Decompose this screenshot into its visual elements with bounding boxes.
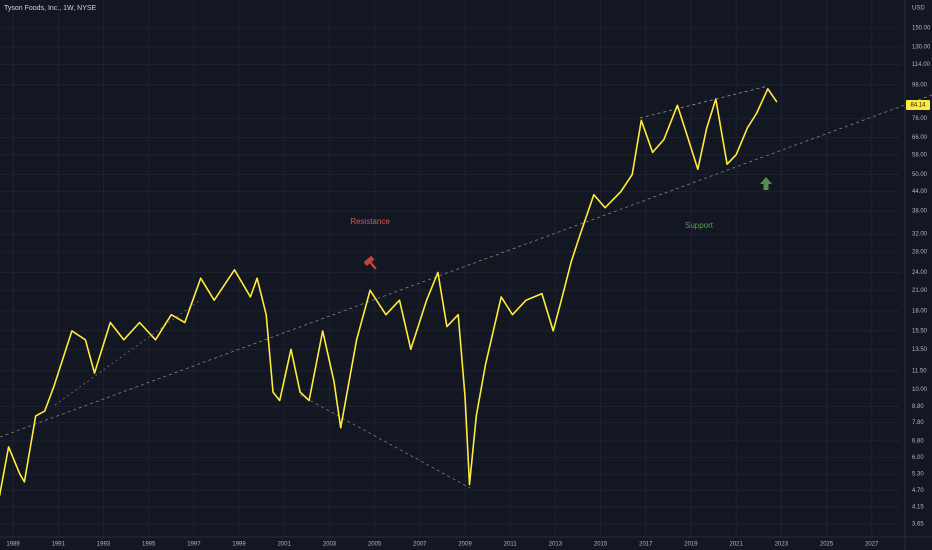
x-tick-label: 2011 — [504, 542, 518, 548]
y-tick-label: 76.00 — [912, 116, 928, 122]
y-tick-label: 44.00 — [912, 189, 928, 195]
price-line — [0, 88, 778, 497]
x-tick-label: 2015 — [594, 542, 608, 548]
y-tick-label: 38.00 — [912, 209, 928, 215]
y-tick-label: 18.00 — [912, 308, 928, 314]
grid — [0, 0, 900, 537]
x-tick-label: 2019 — [684, 542, 698, 548]
chart-title: Tyson Foods, Inc., 1W, NYSE — [4, 5, 97, 12]
y-tick-label: 10.00 — [912, 387, 928, 393]
y-tick-label: 114.00 — [912, 62, 931, 68]
last-price-tag — [906, 100, 930, 111]
x-tick-label: 2023 — [775, 542, 789, 548]
y-tick-label: 7.80 — [912, 420, 924, 426]
x-tick-label: 1995 — [142, 542, 156, 548]
y-tick-label: 8.80 — [912, 404, 924, 410]
y-tick-label: 6.00 — [912, 455, 924, 461]
y-tick-label: 5.30 — [912, 472, 924, 478]
y-tick-label: 66.00 — [912, 135, 928, 141]
x-tick-label: 2003 — [323, 542, 337, 548]
x-tick-label: 2007 — [413, 542, 427, 548]
x-tick-label: 2021 — [729, 542, 743, 548]
hammer-icon — [363, 255, 377, 270]
x-tick-label: 1997 — [187, 542, 201, 548]
y-tick-label: 15.50 — [912, 328, 928, 334]
x-tick-label: 2001 — [278, 542, 292, 548]
x-tick-label: 2027 — [865, 542, 879, 548]
x-tick-label: 2017 — [639, 542, 653, 548]
axis-unit: USD — [912, 6, 925, 12]
annotation: Resistance — [350, 217, 390, 226]
x-tick-label: 2009 — [458, 542, 472, 548]
y-tick-label: 58.00 — [912, 152, 928, 158]
x-tick-label: 2025 — [820, 542, 834, 548]
y-tick-label: 28.00 — [912, 250, 928, 256]
trendline — [299, 394, 471, 489]
y-tick-label: 6.80 — [912, 438, 924, 444]
y-tick-label: 11.50 — [912, 368, 927, 374]
y-tick-label: 150.00 — [912, 25, 931, 31]
x-tick-label: 1991 — [52, 542, 66, 548]
x-tick-label: 1999 — [232, 542, 246, 548]
resistance-trendline — [639, 85, 769, 119]
y-tick-label: 4.15 — [912, 504, 924, 510]
y-tick-label: 98.00 — [912, 82, 928, 88]
y-tick-label: 130.00 — [912, 45, 931, 51]
annotation: Support — [685, 221, 714, 230]
y-tick-label: 50.00 — [912, 172, 928, 178]
arrow-up-icon — [760, 177, 772, 190]
last-price-label: 84.14 — [910, 103, 926, 109]
x-tick-label: 1989 — [6, 542, 20, 548]
y-tick-label: 4.70 — [912, 488, 924, 494]
x-tick-label: 2005 — [368, 542, 382, 548]
x-tick-label: 2013 — [549, 542, 563, 548]
y-tick-label: 24.00 — [912, 270, 928, 276]
x-tick-label: 1993 — [97, 542, 111, 548]
y-tick-label: 3.65 — [912, 522, 924, 528]
y-tick-label: 21.00 — [912, 288, 928, 294]
y-tick-label: 13.50 — [912, 347, 928, 353]
y-tick-label: 32.00 — [912, 232, 928, 238]
